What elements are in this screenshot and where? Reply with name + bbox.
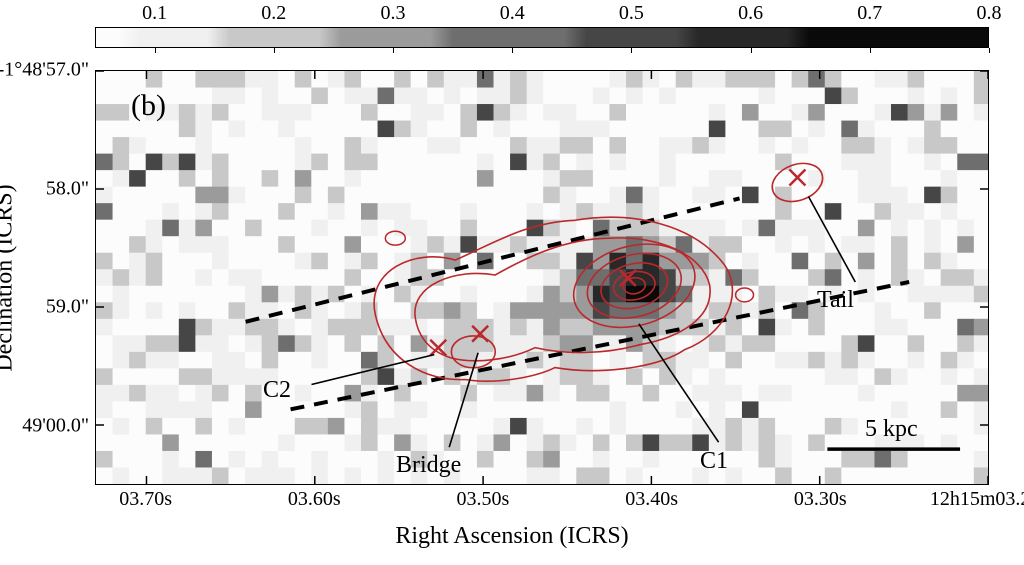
y-tick-label: 49'00.0" [22,414,89,437]
colorbar-tick-label: 0.6 [738,2,763,25]
colorbar-tick-marks [95,48,989,56]
x-tick-label: 03.70s [119,488,172,511]
y-tick-label: 58.0" [46,177,89,200]
annotation-tail: Tail [817,287,854,314]
plot-area: (b) C1 C2 Bridge Tail 5 kpc [95,70,989,485]
colorbar-tick-label: 0.7 [857,2,882,25]
plot-overlay-svg [96,71,988,484]
plot-background-svg [96,71,988,484]
colorbar-tick-label: 0.5 [619,2,644,25]
colorbar-tick-label: 0.4 [500,2,525,25]
x-axis-label: Right Ascension (ICRS) [0,523,1024,550]
colorbar-tick-label: 0.3 [381,2,406,25]
colorbar-gradient [96,28,988,47]
colorbar-tick-labels: 0.10.20.30.40.50.60.70.8 [95,0,989,25]
y-axis-label: Declination (ICRS) [0,184,19,371]
annotation-c2: C2 [263,377,291,404]
y-tick-label: 59.0" [46,296,89,319]
colorbar-tick-label: 0.1 [142,2,167,25]
panel-label: (b) [131,89,166,123]
x-tick-label: 03.50s [457,488,510,511]
scalebar-label: 5 kpc [865,416,918,443]
colorbar-tick-label: 0.8 [977,2,1002,25]
x-tick-label: 03.60s [288,488,341,511]
annotation-bridge: Bridge [396,452,461,479]
y-axis-label-clip: Declination (ICRS) [0,70,25,485]
astronomy-figure: 0.1 0.2 0.3 0.4 0.5 0.6 0.7 0.8 (b) C1 C2 Bridg… [0,0,1024,565]
annotation-c1: C1 [700,448,728,475]
x-tick-label: 03.30s [794,488,847,511]
colorbar-tick-label: 0.2 [261,2,286,25]
colorbar [95,27,989,48]
x-tick-label: 03.40s [625,488,678,511]
x-tick-label: 12h15m03.20s [930,488,1024,511]
